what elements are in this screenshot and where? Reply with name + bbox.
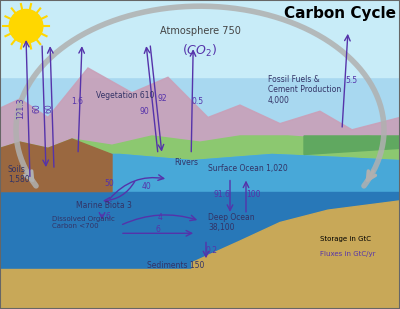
Text: 1.6: 1.6 xyxy=(71,97,83,107)
Polygon shape xyxy=(40,154,400,179)
Text: Sediments 150: Sediments 150 xyxy=(147,261,205,270)
Bar xyxy=(0,269,400,309)
Text: 6: 6 xyxy=(156,225,160,234)
Text: Vegetation 610: Vegetation 610 xyxy=(96,91,154,100)
Text: 60: 60 xyxy=(32,103,41,113)
Text: Storage in GtC: Storage in GtC xyxy=(320,236,371,242)
Text: 40: 40 xyxy=(141,182,151,192)
Circle shape xyxy=(9,10,43,43)
Text: Marine Biota 3: Marine Biota 3 xyxy=(76,201,132,210)
Text: Carbon Cycle: Carbon Cycle xyxy=(284,6,396,21)
Polygon shape xyxy=(192,201,400,309)
Text: 121.3: 121.3 xyxy=(16,97,25,119)
Text: Fluxes in GtC/yr: Fluxes in GtC/yr xyxy=(320,252,376,257)
Text: Fossil Fuels &
Cement Production
4,000: Fossil Fuels & Cement Production 4,000 xyxy=(268,75,341,104)
Text: Rivers: Rivers xyxy=(174,158,198,167)
Bar xyxy=(0,0,400,179)
Polygon shape xyxy=(40,154,400,192)
Polygon shape xyxy=(0,68,400,179)
Text: 0.2: 0.2 xyxy=(206,246,218,255)
Text: 4: 4 xyxy=(158,213,162,222)
Polygon shape xyxy=(304,136,400,154)
Text: Soils
1,580: Soils 1,580 xyxy=(8,165,30,184)
Text: Surface Ocean 1,020: Surface Ocean 1,020 xyxy=(208,164,288,173)
Text: $(CO_2)$: $(CO_2)$ xyxy=(182,43,218,59)
Text: Deep Ocean
38,100: Deep Ocean 38,100 xyxy=(208,213,255,232)
Text: 90: 90 xyxy=(140,107,150,116)
Text: 60: 60 xyxy=(44,103,53,113)
Text: 0.5: 0.5 xyxy=(191,97,203,107)
Text: 92: 92 xyxy=(157,94,167,104)
Bar xyxy=(0,192,400,269)
Text: 5.5: 5.5 xyxy=(345,76,357,85)
Text: 91.6: 91.6 xyxy=(214,190,230,199)
Text: 6: 6 xyxy=(106,212,111,221)
Text: Atmosphere 750: Atmosphere 750 xyxy=(160,26,240,36)
Text: 100: 100 xyxy=(246,190,260,199)
Polygon shape xyxy=(0,139,112,192)
Bar xyxy=(0,0,400,77)
Text: Dissolved Organic
Carbon <700: Dissolved Organic Carbon <700 xyxy=(52,216,115,229)
Polygon shape xyxy=(0,136,400,179)
Text: 50: 50 xyxy=(104,179,114,188)
